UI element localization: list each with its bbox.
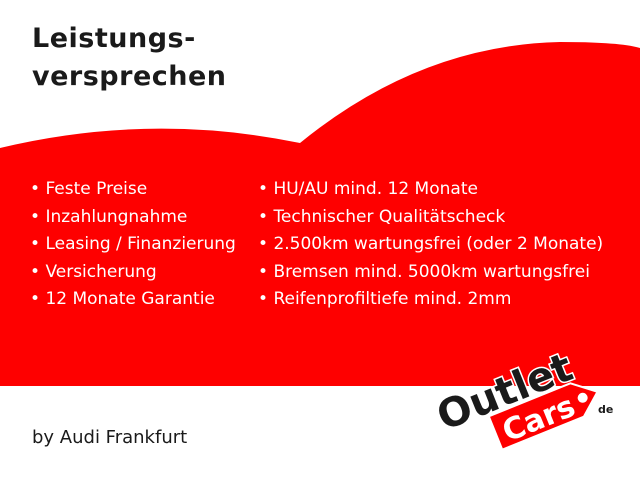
footer-dealer: by Audi Frankfurt — [32, 427, 188, 448]
headline-line-1: Leistungs- — [32, 23, 196, 54]
list-item: Technischer Qualitätscheck — [258, 204, 603, 232]
list-item: Inzahlungnahme — [30, 204, 236, 232]
list-item: Leasing / Finanzierung — [30, 231, 235, 259]
headline-line-2: versprechen — [32, 61, 227, 92]
list-item: 2.500km wartungsfrei (oder 2 Monate) — [258, 231, 603, 259]
outletcars-logo: Outlet Cars de — [430, 343, 613, 451]
right-benefit-list: HU/AU mind. 12 Monate Technischer Qualit… — [258, 176, 603, 314]
list-item: Bremsen mind. 5000km wartungsfrei — [258, 259, 603, 287]
list-item: Reifenprofiltiefe mind. 2mm — [258, 286, 603, 314]
list-item: HU/AU mind. 12 Monate — [258, 176, 603, 204]
list-item: Feste Preise — [30, 176, 236, 204]
list-item: 12 Monate Garantie — [30, 286, 236, 314]
left-benefit-list: Feste Preise Inzahlungnahme Leasing / Fi… — [30, 176, 236, 314]
svg-text:de: de — [598, 403, 613, 416]
headline: Leistungs- versprechen — [32, 20, 227, 96]
list-item: Versicherung — [30, 259, 236, 287]
